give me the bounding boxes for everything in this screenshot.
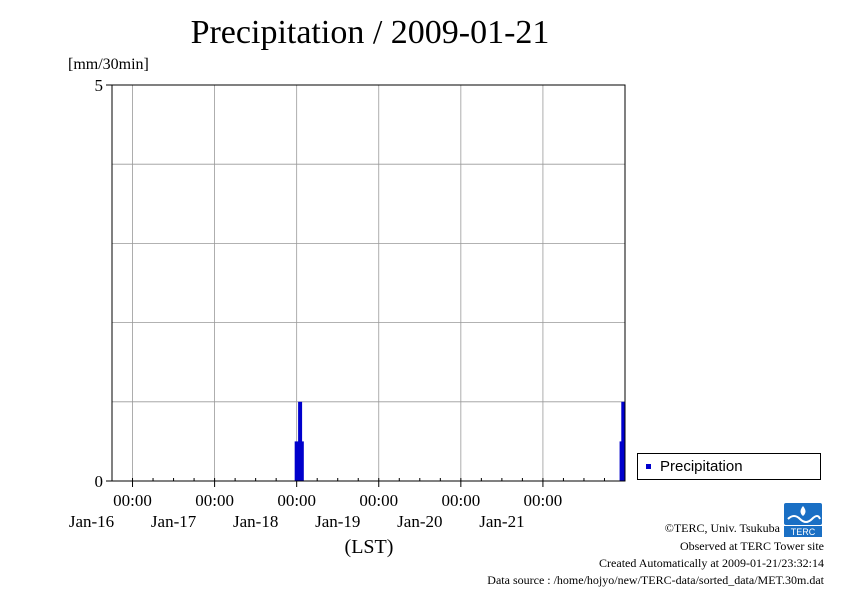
y-tick-label: 5 <box>95 76 104 95</box>
x-tick-label-date: Jan-17 <box>151 512 197 531</box>
legend-swatch-precipitation <box>646 464 651 469</box>
x-tick-label-time: 00:00 <box>359 491 398 510</box>
legend: Precipitation <box>637 453 821 480</box>
logo-text-band <box>784 526 822 537</box>
plot-frame <box>111 84 626 482</box>
chart-title: Precipitation / 2009-01-21 <box>190 14 550 51</box>
x-tick-label-date: Jan-21 <box>479 512 524 531</box>
x-axis-label: (LST) <box>345 536 394 558</box>
x-tick-label-time: 00:00 <box>524 491 563 510</box>
x-tick-label-time: 00:00 <box>277 491 316 510</box>
x-tick-label-date: Jan-19 <box>315 512 360 531</box>
logo-wave <box>787 515 821 523</box>
data-source-text: Data source : /home/hojyo/new/TERC-data/… <box>487 573 824 587</box>
x-tick-label-date: Jan-16 <box>69 512 114 531</box>
observed-site-text: Observed at TERC Tower site <box>679 539 824 553</box>
y-tick-label: 0 <box>95 472 104 491</box>
copyright-text: ©TERC, Univ. Tsukuba <box>664 521 780 535</box>
terc-logo: TERC <box>784 503 822 537</box>
legend-label-precipitation: Precipitation <box>660 458 743 475</box>
logo-text: TERC <box>791 527 816 537</box>
precipitation-bar <box>299 441 304 481</box>
created-timestamp-text: Created Automatically at 2009-01-21/23:3… <box>599 556 824 570</box>
x-tick-label-time: 00:00 <box>113 491 152 510</box>
logo-drop <box>800 506 806 516</box>
y-axis-unit-label: [mm/30min] <box>68 56 149 73</box>
precipitation-bar <box>294 441 299 481</box>
x-tick-label-date: Jan-20 <box>397 512 442 531</box>
precipitation-bar <box>621 401 626 481</box>
plot-area <box>112 85 625 481</box>
x-tick-label-date: Jan-18 <box>233 512 278 531</box>
x-tick-label-time: 00:00 <box>195 491 234 510</box>
x-tick-label-time: 00:00 <box>441 491 480 510</box>
